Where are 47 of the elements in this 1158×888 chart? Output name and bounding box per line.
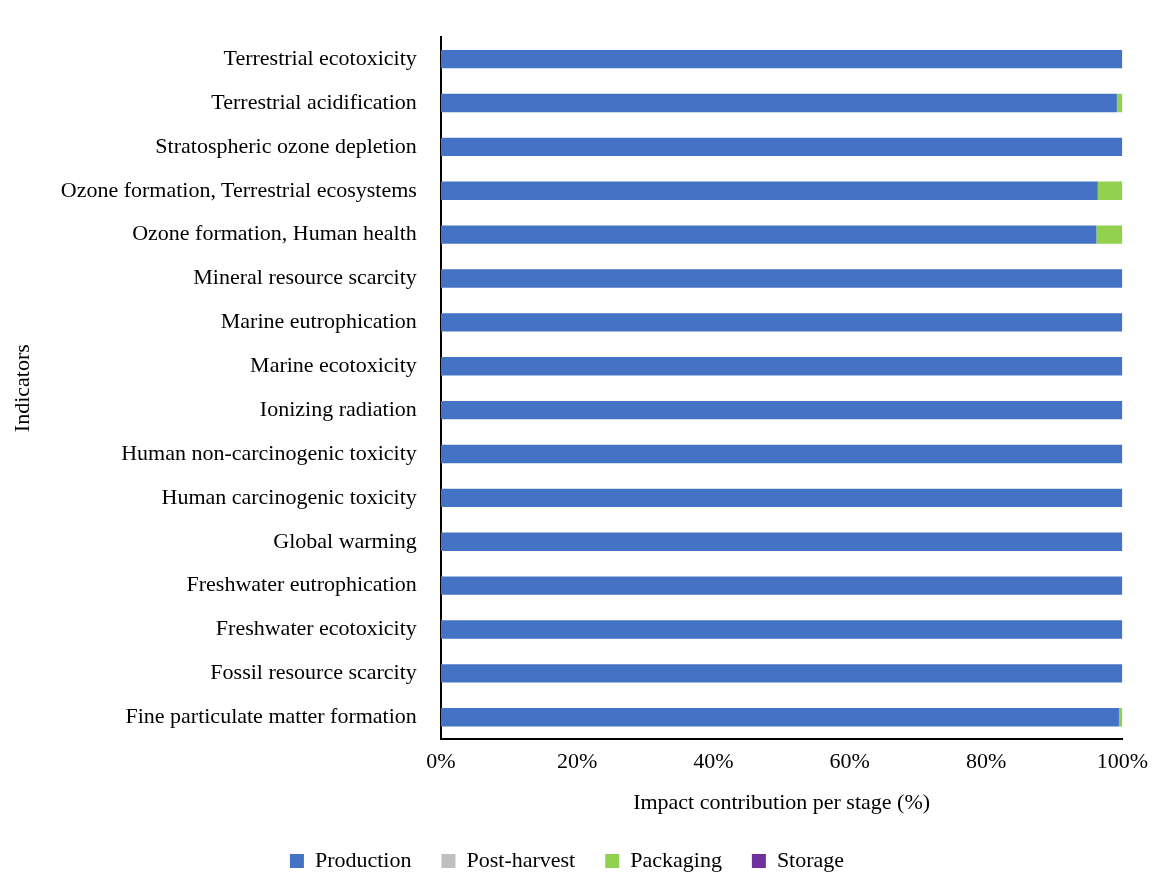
bar (440, 93, 1117, 113)
bar (440, 269, 1123, 288)
x-tick-label: 100% (1096, 748, 1148, 774)
bar (440, 444, 1123, 464)
bar (440, 181, 1098, 200)
bar (440, 400, 1123, 420)
bar (440, 576, 1123, 595)
bar (1097, 181, 1123, 200)
x-tick-label: 0% (426, 748, 456, 774)
x-tick-label: 20% (556, 748, 598, 774)
bar (440, 708, 1119, 727)
bar (440, 357, 1123, 376)
bar (440, 49, 1123, 69)
legend-label: Production (314, 846, 412, 872)
bar (1096, 225, 1123, 244)
x-tick-label: 80% (965, 748, 1007, 774)
y-axis-title: Indicators (8, 344, 34, 433)
y-tick-label: Ozone formation, Human health (132, 220, 417, 246)
bar (440, 137, 1123, 157)
y-tick-label: Fine particulate matter formation (125, 703, 417, 729)
y-tick-label: Freshwater eutrophication (186, 571, 417, 597)
y-tick-label: Fossil resource scarcity (210, 659, 417, 685)
bar (440, 313, 1123, 332)
x-tick-label: 40% (693, 748, 734, 774)
bar (440, 488, 1123, 508)
y-tick-label: Ozone formation, Terrestrial ecosystems (60, 176, 417, 202)
y-tick-label: Marine ecotoxicity (250, 352, 417, 378)
y-tick-label: Ionizing radiation (259, 395, 417, 421)
y-tick-label: Human carcinogenic toxicity (161, 483, 417, 509)
y-tick-label: Marine eutrophication (220, 308, 417, 334)
bar (1116, 93, 1123, 113)
y-tick-label: Global warming (273, 527, 417, 553)
x-tick-label: 60% (829, 748, 870, 774)
legend-label: Storage (776, 846, 845, 872)
bar (440, 664, 1123, 683)
legend-label: Packaging (630, 846, 722, 872)
x-axis-title: Impact contribution per stage (%) (633, 788, 931, 814)
bar (440, 225, 1097, 244)
y-tick-label: Stratospheric ozone depletion (155, 132, 417, 158)
y-tick-label: Human non-carcinogenic toxicity (121, 439, 417, 465)
legend-label: Post-harvest (466, 846, 576, 872)
y-tick-label: Mineral resource scarcity (193, 264, 417, 290)
y-tick-label: Terrestrial acidification (211, 88, 417, 114)
y-tick-label: Freshwater ecotoxicity (215, 615, 417, 641)
y-tick-label: Terrestrial ecotoxicity (223, 44, 417, 70)
bar (440, 620, 1123, 639)
bar (440, 532, 1123, 551)
